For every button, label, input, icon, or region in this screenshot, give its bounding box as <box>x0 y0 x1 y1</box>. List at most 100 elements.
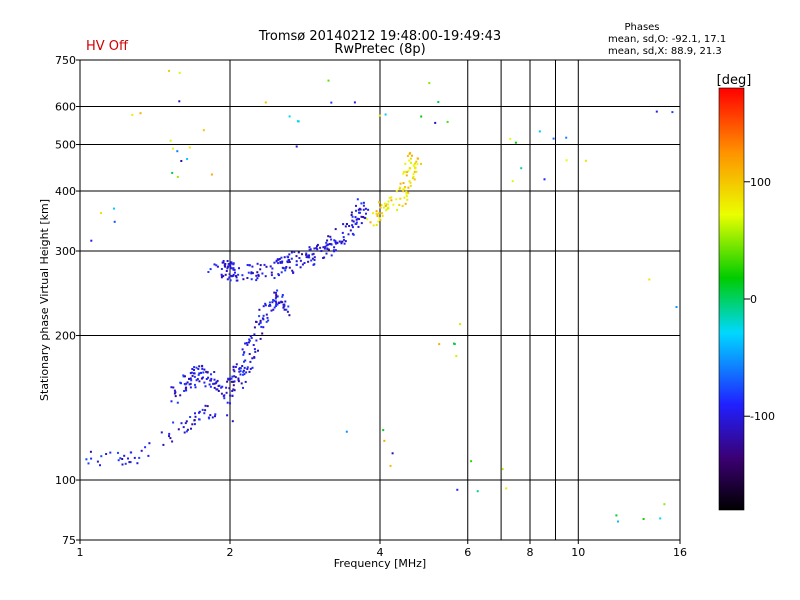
data-point <box>349 229 352 232</box>
data-point <box>203 381 206 384</box>
data-point <box>182 426 185 429</box>
data-point <box>330 238 333 241</box>
data-point <box>228 387 231 390</box>
data-point <box>229 394 232 397</box>
data-point <box>299 266 302 269</box>
data-point <box>271 301 274 304</box>
data-point <box>409 157 412 160</box>
x-tick-label: 16 <box>673 546 687 559</box>
data-point <box>87 462 90 465</box>
data-point <box>351 224 354 227</box>
data-point <box>179 394 182 397</box>
data-point <box>273 261 276 264</box>
data-point <box>284 300 287 303</box>
data-point <box>333 239 336 242</box>
x-tick-label: 4 <box>377 546 384 559</box>
colorbar-tick-label: 0 <box>750 293 757 306</box>
data-point <box>261 317 264 320</box>
data-point <box>584 159 587 162</box>
data-point <box>255 279 258 282</box>
data-point <box>233 268 236 271</box>
data-point <box>243 373 246 376</box>
data-point <box>272 308 275 311</box>
data-point <box>285 266 288 268</box>
data-point <box>268 304 270 307</box>
data-point <box>437 101 440 103</box>
data-point <box>341 240 344 243</box>
data-point <box>290 257 293 260</box>
data-point <box>232 263 235 266</box>
data-point <box>242 353 245 356</box>
data-point <box>316 243 319 246</box>
data-point <box>415 160 418 163</box>
data-point <box>230 267 233 270</box>
data-point <box>565 159 568 162</box>
data-point <box>364 217 367 220</box>
stats-x-mode: mean, sd,X: 88.9, 21.3 <box>608 46 722 57</box>
data-point <box>232 267 235 270</box>
data-point <box>193 366 196 369</box>
data-point <box>265 265 268 268</box>
data-point <box>238 267 240 270</box>
data-point <box>239 367 242 370</box>
data-point <box>552 137 555 140</box>
data-point <box>216 379 219 382</box>
data-point <box>209 385 212 388</box>
data-point <box>378 114 381 117</box>
data-point <box>223 264 226 266</box>
data-point <box>232 380 235 383</box>
data-point <box>312 263 315 266</box>
data-point <box>335 242 337 245</box>
data-point <box>405 195 408 198</box>
hv-status-label: HV Off <box>86 39 129 54</box>
data-point <box>113 220 116 223</box>
data-point <box>203 368 206 371</box>
data-point <box>90 239 93 242</box>
y-tick-label: 100 <box>55 474 76 487</box>
data-point <box>183 390 186 392</box>
data-point <box>228 276 231 279</box>
data-point <box>117 451 119 454</box>
data-point <box>407 191 410 194</box>
data-point <box>248 264 251 267</box>
data-point <box>406 171 409 173</box>
data-point <box>316 245 318 248</box>
data-point <box>264 304 267 307</box>
data-point <box>386 207 389 210</box>
data-point <box>367 208 370 211</box>
data-point <box>270 271 273 274</box>
data-point <box>237 380 240 383</box>
data-point <box>190 427 192 430</box>
data-point <box>288 115 291 118</box>
data-point <box>248 353 251 355</box>
data-point <box>171 171 174 174</box>
data-point <box>235 274 237 277</box>
data-point <box>398 187 401 190</box>
data-point <box>266 316 269 319</box>
data-point <box>395 198 398 201</box>
data-point <box>222 395 225 398</box>
data-point <box>214 415 216 418</box>
data-point <box>282 303 285 306</box>
data-point <box>252 344 255 346</box>
colorbar-tick-label: -100 <box>750 410 775 423</box>
data-point <box>194 415 197 418</box>
data-point <box>362 204 365 207</box>
data-point <box>184 375 186 378</box>
data-point <box>255 274 258 277</box>
data-point <box>259 337 262 340</box>
data-point <box>288 266 291 269</box>
data-point <box>355 209 357 212</box>
data-point <box>671 111 674 114</box>
data-point <box>177 428 180 431</box>
data-point <box>292 271 295 274</box>
data-point <box>257 274 260 277</box>
data-point <box>326 239 329 242</box>
y-tick-label: 200 <box>55 330 76 343</box>
data-point <box>398 204 401 206</box>
data-point <box>186 428 189 431</box>
data-point <box>183 431 186 434</box>
data-point <box>505 487 508 490</box>
data-point <box>256 262 259 265</box>
data-point <box>207 271 210 273</box>
